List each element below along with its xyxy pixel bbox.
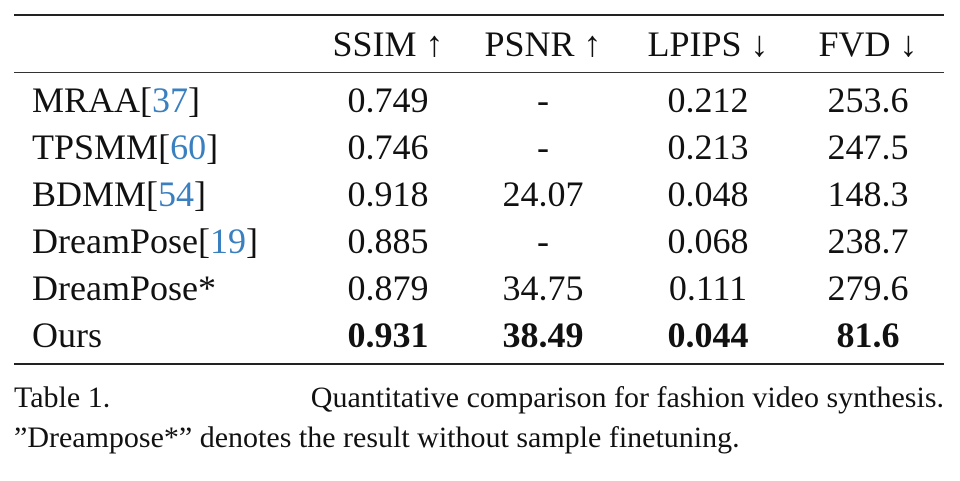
fvd-cell: 279.6 <box>827 268 909 308</box>
header-fvd: FVD ↓ <box>818 24 918 64</box>
caption-line-2: ”Dreampose*” denotes the result without … <box>14 421 740 454</box>
fvd-cell: 81.6 <box>836 315 900 355</box>
psnr-cell: - <box>537 221 549 261</box>
psnr-cell: 34.75 <box>502 268 584 308</box>
results-table-body: MRAA[37] 0.749 - 0.212 253.6 TPSMM[60] 0… <box>14 73 944 363</box>
method-cell: DreamPose[19] <box>32 221 258 261</box>
table-row: MRAA[37] 0.749 - 0.212 253.6 <box>14 73 944 124</box>
fvd-cell: 247.5 <box>827 127 909 167</box>
fvd-cell: 148.3 <box>827 174 909 214</box>
method-name: DreamPose* <box>32 268 216 308</box>
method-name: TPSMM <box>32 127 159 167</box>
table-caption: Table 1. Quantitative comparison for fas… <box>14 378 944 458</box>
lpips-cell: 0.048 <box>667 174 749 214</box>
ssim-cell: 0.879 <box>347 268 429 308</box>
method-cell: BDMM[54] <box>32 174 207 214</box>
table-row-ours: Ours 0.931 38.49 0.044 81.6 <box>14 312 944 363</box>
method-name: MRAA <box>32 80 141 120</box>
table-top-rule <box>14 14 944 16</box>
ssim-cell: 0.746 <box>347 127 429 167</box>
lpips-cell: 0.213 <box>667 127 749 167</box>
fvd-cell: 253.6 <box>827 80 909 120</box>
ssim-cell: 0.918 <box>347 174 429 214</box>
header-lpips: LPIPS ↓ <box>647 24 769 64</box>
table-row: DreamPose* 0.879 34.75 0.111 279.6 <box>14 265 944 312</box>
caption-label: Table 1. <box>14 381 111 414</box>
citation-link[interactable]: 60 <box>170 127 207 167</box>
results-table-container: SSIM ↑ PSNR ↑ LPIPS ↓ FVD ↓ MRAA[37] 0.7… <box>14 14 944 365</box>
table-header-row: SSIM ↑ PSNR ↑ LPIPS ↓ FVD ↓ <box>14 16 944 72</box>
psnr-cell: 38.49 <box>502 315 584 355</box>
method-cell: Ours <box>14 312 314 363</box>
table-bottom-rule <box>14 363 944 365</box>
citation-link[interactable]: 19 <box>209 221 246 261</box>
header-psnr: PSNR ↑ <box>484 24 602 64</box>
psnr-cell: - <box>537 80 549 120</box>
psnr-cell: - <box>537 127 549 167</box>
results-table: SSIM ↑ PSNR ↑ LPIPS ↓ FVD ↓ <box>14 16 944 72</box>
table-header-rule <box>14 72 944 73</box>
table-row: BDMM[54] 0.918 24.07 0.048 148.3 <box>14 171 944 218</box>
header-method <box>14 16 314 72</box>
method-name: DreamPose <box>32 221 198 261</box>
lpips-cell: 0.212 <box>667 80 749 120</box>
lpips-cell: 0.044 <box>667 315 749 355</box>
method-name: BDMM <box>32 174 147 214</box>
ssim-cell: 0.749 <box>347 80 429 120</box>
table-row: DreamPose[19] 0.885 - 0.068 238.7 <box>14 218 944 265</box>
lpips-cell: 0.111 <box>668 268 748 308</box>
citation-link[interactable]: 37 <box>152 80 189 120</box>
citation-link[interactable]: 54 <box>158 174 195 214</box>
fvd-cell: 238.7 <box>827 221 909 261</box>
method-cell: MRAA[37] <box>32 80 201 120</box>
caption-line-1: Table 1. Quantitative comparison for fas… <box>14 378 944 418</box>
lpips-cell: 0.068 <box>667 221 749 261</box>
method-cell: TPSMM[60] <box>32 127 219 167</box>
psnr-cell: 24.07 <box>502 174 584 214</box>
ssim-cell: 0.885 <box>347 221 429 261</box>
method-name: Ours <box>32 315 102 355</box>
ssim-cell: 0.931 <box>347 315 429 355</box>
header-ssim: SSIM ↑ <box>332 24 444 64</box>
table-row: TPSMM[60] 0.746 - 0.213 247.5 <box>14 124 944 171</box>
method-cell: DreamPose* <box>14 265 314 312</box>
caption-text: Quantitative comparison for fashion vide… <box>310 381 944 414</box>
